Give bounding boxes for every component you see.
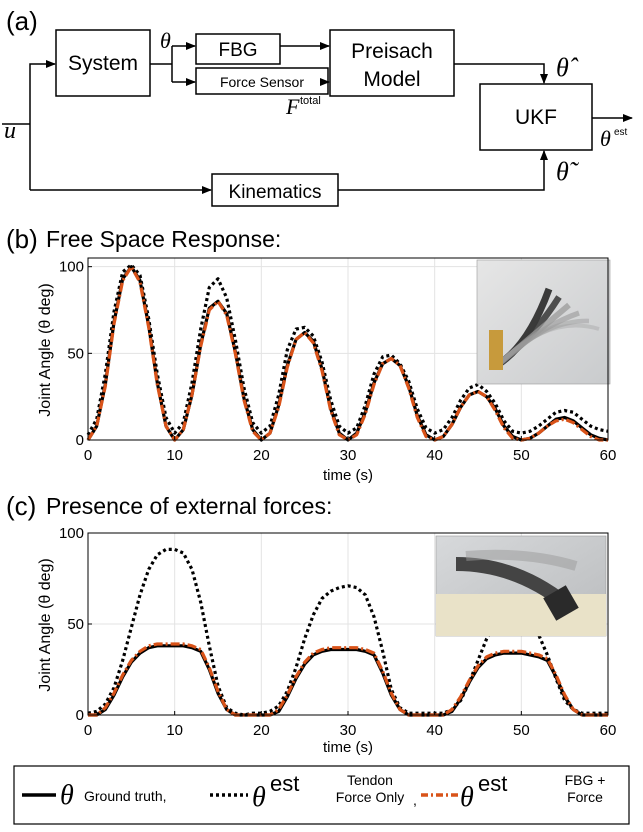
system-block [55,29,151,97]
robot-arm-ghost [465,549,578,571]
preisach-block [329,29,455,97]
chart-free-space: (b) Free Space Response: time (s) Joint … [6,224,616,484]
chart-b-ylabel: Joint Angle (θ deg) [37,283,54,416]
theta-est-symbol: θ [600,126,611,151]
robot-arm-stroke [497,310,580,366]
x-tick-label: 30 [340,447,357,464]
preisach-label-1: Preisach [351,40,433,63]
legend-fbg-sup: est [478,771,507,796]
x-tick-label: 0 [84,722,92,739]
y-tick-label: 0 [76,432,84,449]
x-tick-label: 50 [513,722,530,739]
legend-tendon-label-2: Force Only [336,789,404,805]
legend-fbg-symbol: θ [460,782,474,813]
robot-arm-stroke [497,323,600,366]
chart-b-title: Free Space Response: [46,226,281,252]
panel-label-a: (a) [6,6,38,36]
x-tick-label: 60 [600,447,617,464]
legend-fbg-label-2: Force [567,789,603,805]
x-tick-label: 40 [426,722,443,739]
diagram-wires [2,42,633,194]
f-total-superscript: total [300,95,321,107]
robot-tip [543,585,579,621]
force-sensor-label: Force Sensor [220,74,304,90]
chart-c-ylabel: Joint Angle (θ deg) [37,558,54,691]
theta-est-superscript: est [614,127,628,138]
x-tick-label: 60 [600,722,617,739]
legend-truth-symbol: θ [60,780,74,811]
y-tick-label: 50 [67,345,84,362]
y-tick-label: 50 [67,616,84,633]
fbg-label: FBG [218,40,257,61]
x-tick-label: 10 [166,722,183,739]
legend: θ Ground truth, θ est Tendon Force Only … [13,765,630,825]
chart-c-title: Presence of external forces: [46,493,332,519]
robot-arm-stroke [497,318,590,366]
y-tick-label: 100 [59,525,84,542]
x-tick-label: 10 [166,447,183,464]
legend-truth-label: Ground truth, [84,788,167,804]
panel-label-c: (c) [6,491,36,521]
y-tick-label: 0 [76,707,84,724]
chart-c-plot-area: 0 10 20 30 40 50 60 0 50 100 [59,525,616,739]
x-tick-label: 20 [253,447,270,464]
theta-symbol: θ [160,28,171,53]
x-tick-label: 20 [253,722,270,739]
theta-tilde-symbol: θ̃ [556,157,580,186]
x-tick-label: 50 [513,447,530,464]
theta-hat-symbol: θ̂ [556,53,579,82]
f-total-symbol: F [285,94,300,119]
y-tick-label: 100 [59,259,84,276]
ukf-block [479,83,593,151]
chart-b-xlabel: time (s) [323,467,373,484]
series-tendon-line [87,547,608,717]
legend-box [13,765,630,825]
kinematics-block [211,173,339,207]
x-tick-label: 0 [84,447,92,464]
fbg-block [195,33,281,65]
series-tendon-line [86,263,609,436]
x-tick-label: 30 [340,722,357,739]
legend-tendon-sup: est [270,771,299,796]
foam-block [436,594,606,636]
input-symbol: u [4,118,16,144]
preisach-label-2: Model [363,68,420,91]
legend-separator: , [413,792,417,808]
system-label: System [68,52,138,75]
legend-fbg-label-1: FBG + [565,772,606,788]
force-sensor-block [195,67,329,95]
chart-b-plot-area: 0 10 20 30 40 50 60 0 50 100 [59,257,617,464]
series-fbg-line [88,642,608,717]
series-truth-line [88,644,608,717]
robot-base [489,330,503,370]
robot-external-force-photo [435,535,607,637]
chart-external-forces: (c) Presence of external forces: time (s… [6,491,616,756]
x-tick-label: 40 [426,447,443,464]
chart-c-xlabel: time (s) [323,739,373,756]
block-diagram: (a) System FBG Force Sensor Preisach Mod… [2,6,633,207]
panel-label-b: (b) [6,224,38,254]
legend-tendon-symbol: θ [252,782,266,813]
ukf-label: UKF [515,106,557,129]
kinematics-label: Kinematics [229,182,322,203]
robot-free-space-photo [476,259,611,385]
legend-tendon-label-1: Tendon [347,772,393,788]
